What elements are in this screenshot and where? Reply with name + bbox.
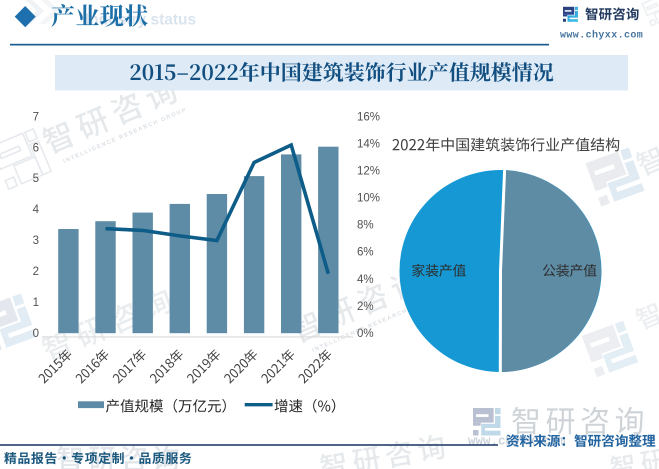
svg-text:2: 2 — [33, 266, 39, 278]
svg-text:3: 3 — [33, 235, 39, 247]
svg-text:12%: 12% — [357, 166, 380, 178]
svg-text:5: 5 — [33, 173, 39, 185]
svg-text:0%: 0% — [357, 328, 374, 340]
svg-text:14%: 14% — [357, 139, 380, 151]
svg-text:8%: 8% — [357, 220, 374, 232]
svg-text:2%: 2% — [357, 301, 374, 313]
svg-text:6: 6 — [33, 142, 39, 154]
svg-text:4%: 4% — [357, 274, 374, 286]
svg-text:www.chyxx.com: www.chyxx.com — [560, 29, 643, 41]
svg-text:1: 1 — [33, 297, 39, 309]
svg-text:7: 7 — [33, 111, 39, 123]
svg-text:10%: 10% — [357, 193, 380, 205]
svg-text:0: 0 — [33, 328, 39, 340]
svg-text:16%: 16% — [357, 111, 380, 123]
svg-text:4: 4 — [33, 204, 40, 216]
svg-text:6%: 6% — [357, 247, 374, 259]
